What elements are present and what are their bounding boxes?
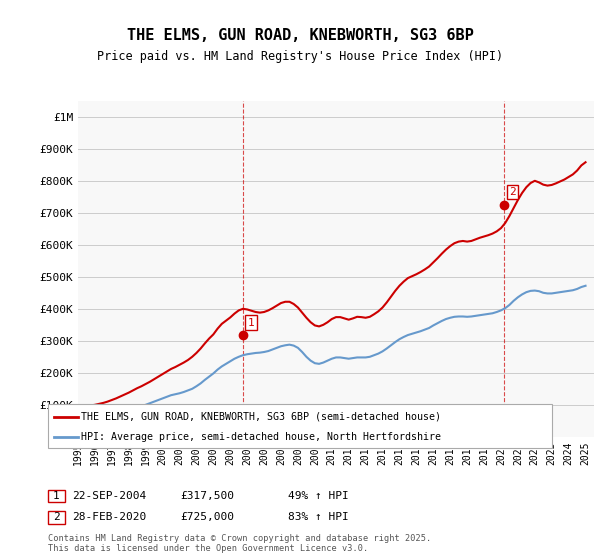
Text: Price paid vs. HM Land Registry's House Price Index (HPI): Price paid vs. HM Land Registry's House … xyxy=(97,50,503,63)
Text: 83% ↑ HPI: 83% ↑ HPI xyxy=(288,512,349,522)
Text: HPI: Average price, semi-detached house, North Hertfordshire: HPI: Average price, semi-detached house,… xyxy=(81,432,441,442)
Text: 22-SEP-2004: 22-SEP-2004 xyxy=(72,491,146,501)
Text: THE ELMS, GUN ROAD, KNEBWORTH, SG3 6BP (semi-detached house): THE ELMS, GUN ROAD, KNEBWORTH, SG3 6BP (… xyxy=(81,412,441,422)
Text: £317,500: £317,500 xyxy=(180,491,234,501)
Text: Contains HM Land Registry data © Crown copyright and database right 2025.
This d: Contains HM Land Registry data © Crown c… xyxy=(48,534,431,553)
Text: 28-FEB-2020: 28-FEB-2020 xyxy=(72,512,146,522)
Text: 2: 2 xyxy=(509,187,515,197)
Text: THE ELMS, GUN ROAD, KNEBWORTH, SG3 6BP: THE ELMS, GUN ROAD, KNEBWORTH, SG3 6BP xyxy=(127,28,473,43)
Text: 1: 1 xyxy=(248,318,254,328)
Text: 49% ↑ HPI: 49% ↑ HPI xyxy=(288,491,349,501)
Text: £725,000: £725,000 xyxy=(180,512,234,522)
Text: 1: 1 xyxy=(53,491,60,501)
Text: 2: 2 xyxy=(53,512,60,522)
